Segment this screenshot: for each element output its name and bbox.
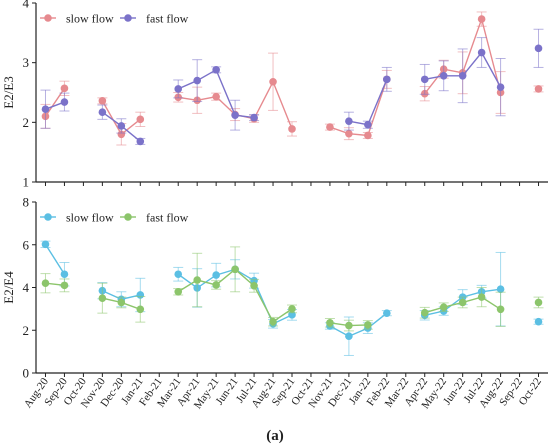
data-point [534,44,543,53]
y-tick-label: 6 [23,237,30,252]
y-tick-label: 2 [23,115,30,130]
data-point [269,77,277,86]
data-point [212,281,220,289]
legend-marker [44,14,52,22]
legend-label: fast flow [146,12,189,26]
y-tick-label: 2 [23,323,30,338]
figure-label: (a) [266,428,284,444]
legend-label: slow flow [66,12,114,26]
data-point [60,84,69,93]
data-point [364,131,372,140]
y-tick-label: 4 [23,280,30,295]
data-point [41,105,50,114]
series-fast-flow [40,28,544,146]
data-point [364,321,372,329]
panel-e2-e4: 0 2 4 6 8 E2/E4 slow flow fast flow [1,195,548,381]
legend-marker [124,213,132,221]
data-point [136,115,145,124]
data-point [231,111,239,119]
data-point [212,92,220,101]
y-axis-label: E2/E3 [1,76,16,109]
data-point [496,83,505,91]
data-point [250,281,258,290]
shared-x-axis: Aug-20Sep-20Oct-20Nov-20Dec-20Jan-21Feb-… [22,375,544,411]
y-axis-label: E2/E4 [1,271,16,304]
data-point [174,270,183,279]
legend: slow flow fast flow [40,211,189,225]
data-point [534,317,543,326]
y-tick-label: 1 [23,175,30,190]
data-point [174,287,183,296]
data-point [383,309,391,317]
data-point [458,298,467,307]
series-line [329,312,388,338]
series-line [44,243,66,275]
data-point [288,305,296,313]
data-point [98,294,107,302]
data-point [193,76,201,85]
data-point [477,48,486,57]
data-point [420,75,429,84]
series-fast-flow [40,246,544,332]
legend: slow flow fast flow [40,12,189,26]
data-point [250,113,258,122]
data-point [383,75,391,84]
data-point [117,298,126,307]
panel-e2-e3: 1 2 3 4 E2/E3 slow flow fast flow [1,0,548,190]
y-tick-label: 4 [23,0,30,11]
data-point [534,298,543,307]
legend-marker [44,213,52,221]
data-point [345,129,353,138]
y-tick-label: 3 [23,55,30,70]
data-point [174,85,183,93]
data-point [41,240,50,249]
data-point [136,305,145,314]
series-line [329,79,388,137]
data-point [496,285,505,294]
data-point [136,137,145,146]
series-slow-flow [40,11,544,146]
y-tick-label: 8 [23,195,30,210]
data-point [212,66,220,74]
data-point [345,332,353,341]
data-point [193,276,201,284]
data-point [117,130,126,139]
legend-marker [124,14,132,22]
data-point [98,108,107,116]
data-point [439,71,448,80]
data-point [60,270,69,279]
data-point [231,265,239,274]
legend-label: slow flow [66,211,114,225]
data-point [420,308,429,317]
series-slow-flow [40,240,544,356]
data-point [288,125,296,133]
data-point [41,279,50,288]
data-point [60,281,69,290]
data-point [60,98,69,106]
data-point [269,317,277,326]
legend-label: fast flow [146,211,189,225]
data-point [496,305,505,314]
data-point [326,318,334,327]
data-point [345,117,353,125]
data-point [326,123,334,131]
data-point [364,120,372,129]
data-point [98,97,107,105]
data-point [439,303,448,311]
data-point [117,122,126,130]
data-point [345,321,353,330]
data-point [534,85,543,93]
data-point [477,293,486,301]
data-point [212,271,220,279]
series-line [348,79,388,126]
data-point [458,71,467,80]
data-point [477,15,486,23]
y-tick-label: 0 [23,366,30,381]
